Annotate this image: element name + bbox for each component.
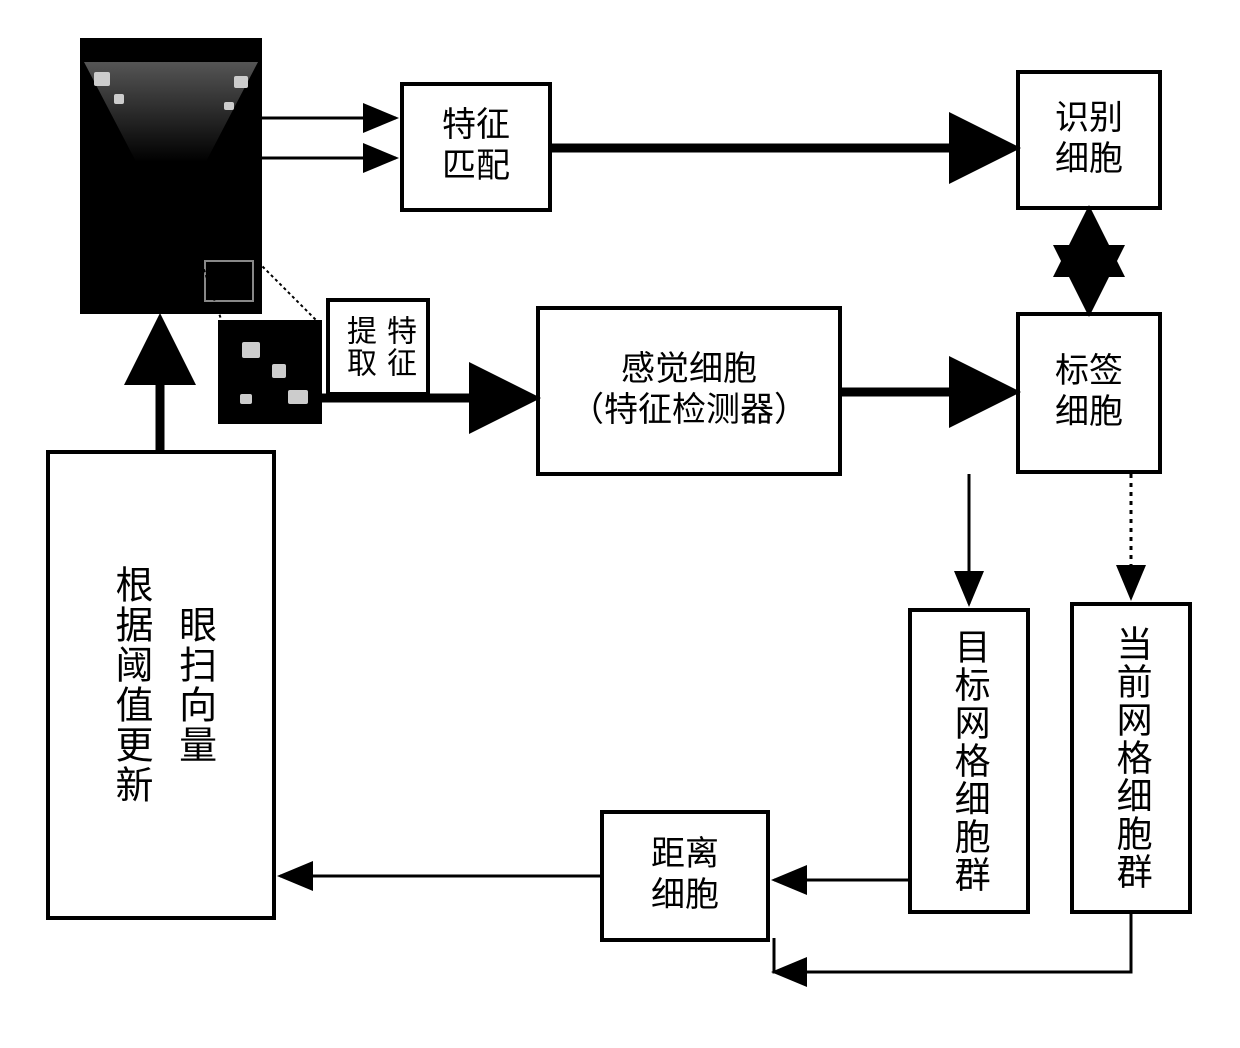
update-vector-col1: 根据阈值更新	[106, 565, 152, 805]
current-grid-label: 当前网格细胞群	[1109, 625, 1152, 891]
image-panel	[80, 38, 262, 314]
extract-feature-box: 提取 特征	[326, 298, 430, 396]
sensory-cell-label: 感觉细胞（特征检测器）	[570, 350, 808, 432]
recognize-cell-label: 识别细胞	[1055, 99, 1123, 181]
label-cell-box: 标签细胞	[1016, 312, 1162, 474]
target-grid-box: 目标网格细胞群	[908, 608, 1030, 914]
feature-match-box: 特征匹配	[400, 82, 552, 212]
extract-feature-col1: 提取	[340, 315, 376, 379]
current-grid-box: 当前网格细胞群	[1070, 602, 1192, 914]
sensory-cell-box: 感觉细胞（特征检测器）	[536, 306, 842, 476]
label-cell-label: 标签细胞	[1055, 352, 1123, 434]
recognize-cell-box: 识别细胞	[1016, 70, 1162, 210]
feature-match-label: 特征匹配	[442, 106, 510, 188]
sub-patch	[218, 320, 322, 424]
update-vector-box: 根据阈值更新 眼扫向量	[46, 450, 276, 920]
update-vector-col2: 眼扫向量	[170, 605, 216, 765]
target-grid-label: 目标网格细胞群	[947, 628, 990, 894]
diagram-canvas: 特征匹配 识别细胞 提取 特征 感觉细胞（特征检测器） 标签细胞 根据阈值更新 …	[0, 0, 1240, 1048]
extract-feature-col2: 特征	[380, 315, 416, 379]
distance-cell-box: 距离细胞	[600, 810, 770, 942]
distance-cell-label: 距离细胞	[651, 835, 719, 917]
